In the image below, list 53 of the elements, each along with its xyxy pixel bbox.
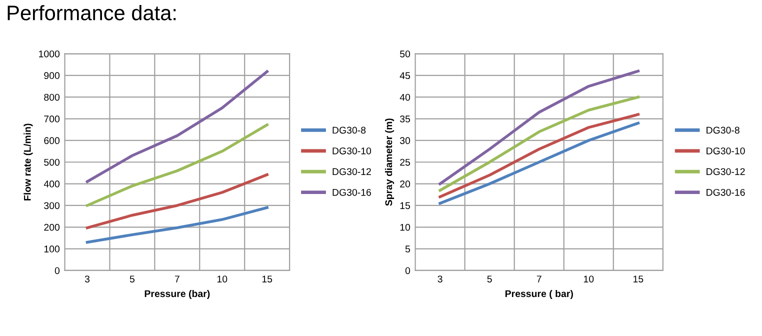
x-tick-label: 5: [487, 276, 492, 282]
x-tick-label: 3: [438, 276, 442, 282]
y-tick-label: 35: [400, 116, 410, 122]
x-tick-label: 7: [536, 276, 542, 282]
y-tick-label: 900: [44, 72, 60, 80]
line-series: [438, 96, 640, 192]
x-axis-title: Pressure ( bar): [505, 290, 573, 300]
y-tick-label: 0: [54, 267, 60, 274]
line-series: [86, 173, 268, 230]
y-tick-label: 800: [44, 94, 60, 101]
y-tick-label: 100: [44, 246, 60, 252]
y-tick-label: 600: [44, 137, 60, 144]
y-tick-label: 400: [44, 180, 60, 188]
line-series: [86, 70, 268, 184]
y-tick-label: 300: [44, 202, 60, 210]
x-tick-label: 3: [84, 276, 90, 282]
y-tick-label: 200: [44, 224, 60, 231]
y-tick-label: 10: [400, 224, 410, 231]
x-tick-label: 10: [584, 276, 594, 282]
y-tick-label: 50: [400, 50, 410, 58]
y-tick-label: 5: [405, 246, 410, 252]
chart-title: Performance data:: [8, 5, 176, 20]
line-series: [438, 113, 640, 198]
y-tick-label: 45: [400, 72, 410, 80]
x-tick-label: 15: [634, 276, 644, 282]
line-series: [86, 206, 268, 244]
x-axis-title: Pressure (bar): [144, 290, 210, 300]
legend-label: DG30-10: [706, 147, 745, 154]
legend-label: DG30-16: [332, 188, 371, 196]
y-tick-label: 1000: [39, 50, 60, 58]
y-tick-label: 40: [400, 94, 410, 101]
line-series: [438, 122, 640, 205]
line-series: [438, 70, 640, 186]
y-tick-label: 20: [400, 180, 410, 188]
y-tick-label: 700: [44, 116, 60, 122]
legend-label: DG30-10: [332, 147, 372, 154]
y-axis-title: Flow rate (L/min): [24, 124, 33, 200]
y-axis-title: Spray diameter (m): [384, 118, 394, 206]
y-tick-label: 30: [400, 137, 410, 144]
x-tick-label: 5: [130, 276, 135, 282]
legend-label: DG30-16: [706, 188, 745, 196]
y-tick-label: 0: [405, 267, 410, 274]
x-tick-label: 10: [217, 276, 228, 282]
legend-label: DG30-12: [706, 168, 745, 176]
legend-label: DG30-8: [706, 126, 740, 134]
x-tick-label: 7: [174, 276, 180, 282]
y-tick-label: 15: [400, 202, 410, 210]
line-series: [86, 123, 268, 207]
y-tick-label: 500: [44, 158, 60, 166]
x-tick-label: 15: [262, 276, 272, 282]
y-tick-label: 25: [400, 158, 410, 166]
legend-label: DG30-8: [332, 126, 366, 134]
legend-label: DG30-12: [332, 168, 371, 176]
